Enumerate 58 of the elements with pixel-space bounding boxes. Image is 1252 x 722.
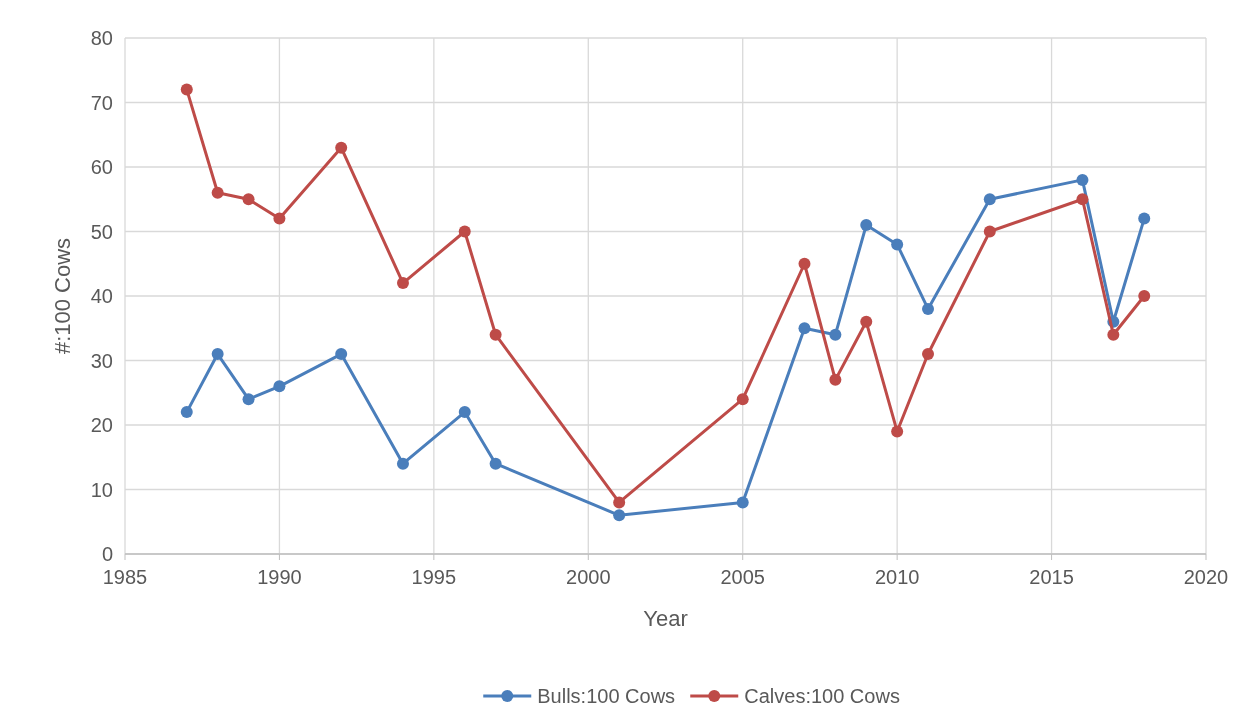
point (489, 328, 502, 341)
x-tick-label: 2000 (566, 566, 611, 588)
point (242, 393, 255, 406)
point (829, 328, 842, 341)
y-tick-label: 40 (90, 285, 113, 307)
point (180, 83, 193, 96)
point (458, 406, 471, 419)
point (396, 277, 409, 290)
y-tick-label: 30 (90, 349, 113, 372)
point (891, 425, 904, 438)
x-tick-label: 1985 (102, 566, 148, 588)
point (273, 380, 286, 393)
legend-label: Calves:100 Cows (744, 685, 900, 707)
point (242, 193, 255, 206)
y-axis-title: #:100 Cows (50, 237, 75, 355)
point (211, 186, 224, 199)
point (489, 457, 502, 470)
point (1138, 212, 1151, 225)
point (891, 238, 904, 251)
y-tick-label: 70 (90, 91, 113, 114)
point (798, 322, 811, 335)
x-tick-label: 2020 (1183, 566, 1229, 588)
point (922, 302, 935, 315)
point (613, 496, 626, 509)
x-tick-label: 2005 (720, 566, 765, 588)
point (1076, 193, 1089, 206)
point (335, 141, 348, 154)
point (458, 225, 471, 238)
x-tick-label: 2015 (1029, 566, 1074, 588)
x-tick-label: 1995 (411, 566, 457, 588)
point (613, 509, 626, 522)
point (983, 193, 996, 206)
point (396, 457, 409, 470)
y-tick-label: 60 (90, 156, 113, 178)
point (1107, 328, 1120, 341)
point (335, 348, 348, 361)
y-tick-label: 50 (90, 220, 113, 243)
point (860, 315, 873, 328)
y-tick-label: 20 (90, 414, 113, 436)
point (211, 348, 224, 361)
point (273, 212, 286, 225)
point (922, 348, 935, 361)
point (798, 257, 811, 270)
y-tick-label: 80 (90, 27, 113, 49)
point (180, 406, 193, 419)
y-tick-label: 10 (90, 478, 113, 501)
point (860, 219, 873, 232)
x-tick-label: 2010 (874, 566, 920, 588)
point (1138, 290, 1151, 302)
point (1076, 173, 1089, 186)
y-tick-label: 0 (101, 543, 113, 565)
x-axis-title: Year (643, 606, 688, 631)
point (736, 393, 749, 406)
point (983, 225, 996, 238)
point (829, 373, 842, 386)
x-tick-label: 1990 (257, 566, 302, 588)
legend-label: Bulls:100 Cows (537, 685, 676, 707)
point (736, 496, 749, 509)
